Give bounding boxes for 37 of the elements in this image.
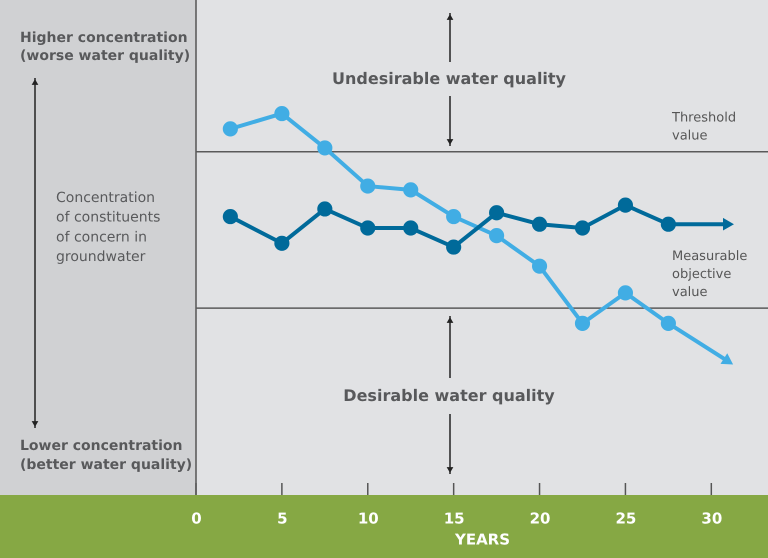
point	[446, 209, 462, 224]
x-tick-label: 25	[615, 510, 636, 528]
point	[660, 216, 676, 232]
point	[446, 240, 462, 255]
x-tick-label: 20	[530, 510, 550, 528]
x-tick-label: 10	[358, 510, 379, 528]
point	[660, 316, 676, 331]
point	[574, 316, 590, 331]
x-tick-label: 0	[191, 510, 202, 528]
point	[274, 106, 290, 122]
point	[532, 258, 548, 274]
point	[274, 236, 290, 251]
x-tick-label: 5	[277, 510, 288, 528]
point	[222, 121, 238, 136]
point	[360, 178, 376, 194]
point	[403, 220, 418, 236]
point	[489, 228, 504, 244]
text: Undesirable water quality	[332, 69, 567, 88]
point	[574, 220, 590, 236]
point	[317, 201, 332, 217]
x-tick-label: 15	[444, 510, 465, 528]
text: Higher concentration (worse water quality)	[20, 30, 190, 64]
ref-line-label: Measurable objective value	[672, 249, 748, 300]
point	[618, 198, 634, 213]
ref-line-label: Threshold value	[671, 110, 736, 144]
x-tick-label: 30	[701, 510, 722, 528]
point	[489, 205, 504, 220]
point	[532, 216, 548, 232]
point	[360, 220, 376, 236]
point	[403, 182, 418, 198]
text: Concentration of constituents of concern in groundwater	[56, 190, 160, 266]
text: Lower concentration (better water quality)	[20, 438, 192, 473]
x-axis-title: YEARS	[454, 530, 510, 548]
point	[618, 285, 634, 300]
point	[317, 140, 332, 156]
point	[222, 209, 238, 224]
annotation: Desirable water quality	[343, 386, 556, 405]
